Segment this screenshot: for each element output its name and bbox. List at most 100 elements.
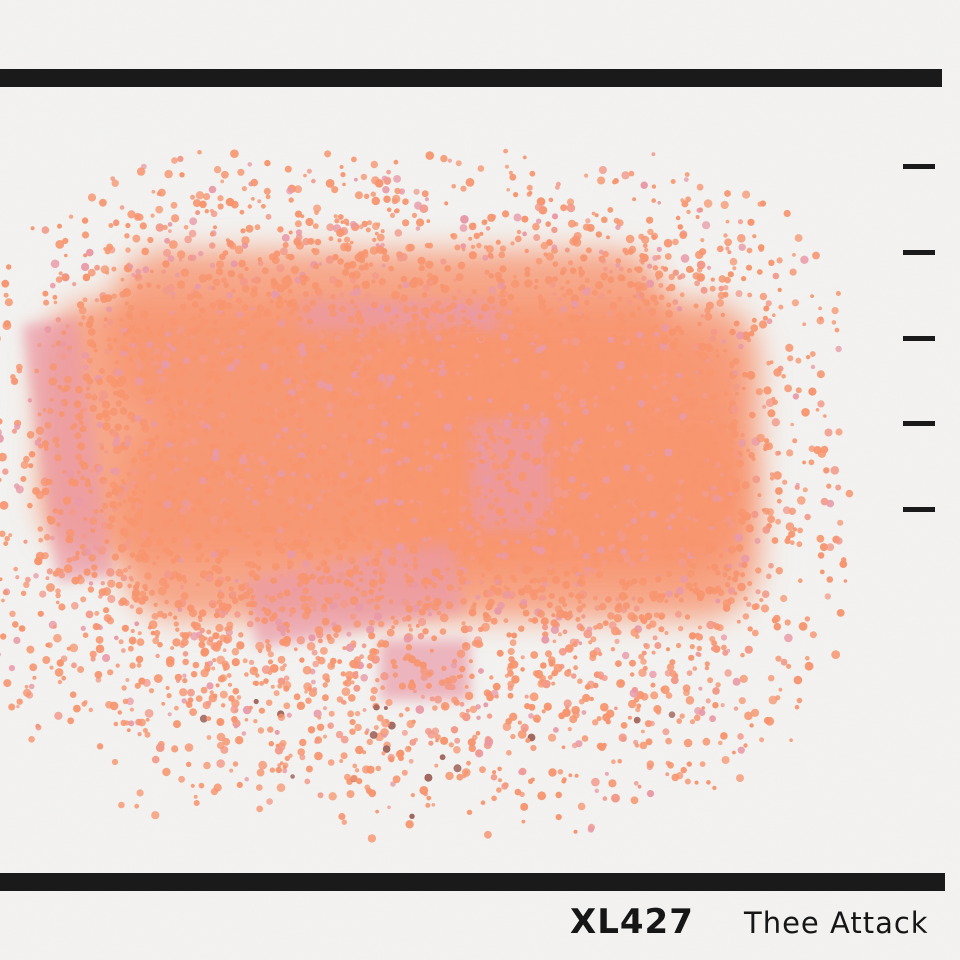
pigment-dot — [791, 299, 800, 307]
pigment-dot — [524, 703, 531, 710]
pigment-dot — [704, 312, 713, 321]
pigment-dot — [652, 255, 659, 261]
pigment-dot — [593, 595, 598, 601]
pigment-dot — [505, 459, 510, 464]
pigment-dot — [219, 412, 226, 419]
pigment-dot — [716, 481, 724, 489]
pigment-dot — [591, 211, 596, 216]
pigment-dot — [231, 699, 240, 708]
scale-tick — [903, 336, 935, 341]
pigment-dot — [553, 508, 560, 515]
pigment-dot — [37, 526, 44, 532]
pigment-dot — [227, 432, 234, 438]
pigment-dot — [597, 176, 606, 185]
pigment-dot — [216, 442, 222, 448]
pigment-dot — [429, 360, 434, 365]
pigment-dot — [182, 673, 187, 678]
pigment-dot — [60, 353, 67, 360]
pigment-dot — [640, 342, 645, 347]
pigment-dot — [205, 388, 212, 395]
pigment-dot — [836, 609, 845, 617]
pigment-dot — [499, 298, 508, 307]
pigment-dot — [712, 494, 720, 503]
pigment-dot — [421, 331, 429, 339]
pigment-dot — [398, 682, 406, 690]
pigment-dot — [650, 691, 659, 700]
pigment-dot — [502, 210, 510, 218]
pigment-dot — [568, 592, 574, 598]
pigment-dot — [784, 619, 791, 626]
pigment-dot — [643, 643, 650, 650]
pigment-dot — [407, 243, 415, 252]
pigment-dot — [82, 273, 91, 282]
pigment-dot — [772, 272, 780, 280]
pigment-dot — [654, 642, 662, 649]
pigment-dot — [226, 453, 235, 461]
pigment-dot — [540, 362, 550, 372]
pigment-dot — [298, 528, 305, 535]
pigment-dot — [594, 560, 603, 568]
pigment-dot — [555, 419, 563, 427]
pigment-dot — [283, 277, 293, 287]
pigment-dot — [552, 575, 561, 585]
pigment-dot — [77, 666, 85, 673]
pigment-dot — [588, 432, 597, 440]
pigment-dot — [105, 701, 113, 709]
pigment-dot — [466, 760, 471, 766]
pigment-dot — [609, 441, 614, 446]
pigment-dot — [242, 658, 248, 664]
pigment-dot — [476, 242, 482, 249]
pigment-dot — [575, 401, 579, 406]
pigment-dot — [346, 676, 352, 682]
pigment-dot — [587, 529, 594, 535]
pigment-dot — [613, 504, 617, 509]
pigment-dot — [24, 684, 29, 689]
pigment-dot — [90, 656, 96, 662]
pigment-dot — [486, 713, 493, 719]
pigment-dot — [646, 216, 654, 224]
pigment-dot — [633, 412, 638, 417]
pigment-dot — [165, 413, 171, 419]
pigment-dot — [183, 537, 192, 546]
pigment-dot — [321, 603, 327, 609]
pigment-dot — [120, 277, 125, 282]
pigment-dot — [511, 419, 520, 429]
pigment-dot — [2, 468, 9, 475]
pigment-dot — [54, 443, 60, 448]
pigment-dot — [720, 703, 725, 708]
pigment-dot — [220, 482, 225, 487]
pigment-dot — [376, 348, 382, 353]
pigment-dot — [469, 705, 478, 714]
pigment-dot — [678, 558, 687, 568]
pigment-dot — [510, 574, 516, 580]
pigment-dot — [436, 452, 445, 461]
pigment-dot — [128, 264, 134, 269]
pigment-dot — [518, 769, 524, 775]
pigment-dot — [613, 439, 622, 448]
pigment-dot — [785, 343, 794, 352]
pigment-dot — [443, 418, 449, 423]
pigment-dot — [341, 542, 348, 550]
pigment-dot — [620, 482, 629, 491]
pigment-dot — [156, 368, 163, 375]
pigment-dot — [312, 506, 320, 514]
pigment-dot — [445, 771, 454, 781]
pigment-dot — [490, 585, 496, 591]
pigment-dot — [261, 267, 269, 275]
pigment-dot — [413, 659, 422, 667]
pigment-dot — [345, 309, 351, 315]
pigment-dot — [114, 360, 119, 365]
pigment-dot — [329, 374, 334, 380]
pigment-dot — [532, 457, 542, 466]
pigment-dot — [607, 276, 615, 284]
pigment-dot — [650, 294, 658, 302]
pigment-dot — [522, 155, 527, 160]
pigment-dot — [58, 411, 65, 418]
pigment-dot — [154, 630, 161, 637]
pigment-dot — [649, 392, 657, 400]
pigment-dot — [294, 413, 300, 418]
pigment-dot — [747, 626, 753, 632]
pigment-dot — [585, 218, 591, 224]
pigment-dot — [584, 173, 589, 178]
pigment-dot — [575, 394, 582, 400]
